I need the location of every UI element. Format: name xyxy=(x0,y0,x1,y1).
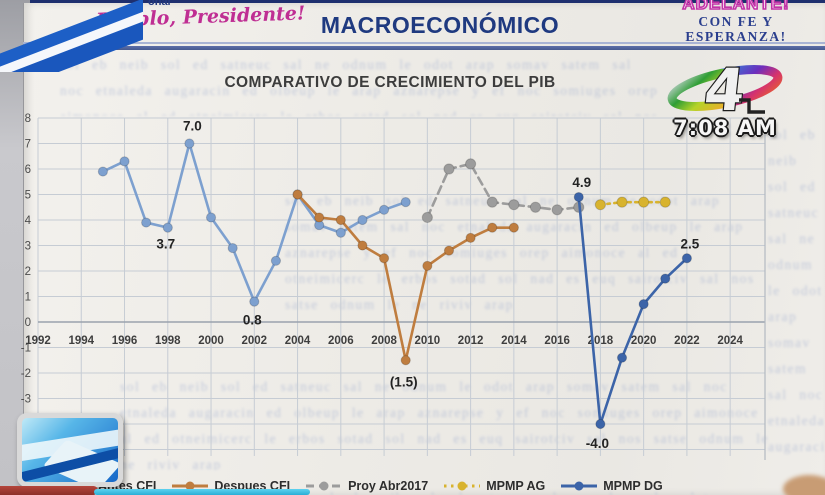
page-title: MACROECONÓMICO xyxy=(320,12,560,38)
clock-display: 7:08 AM xyxy=(673,116,777,140)
legend-item-mpmp-dg: MPMP DG xyxy=(560,479,663,493)
top-navy-strip xyxy=(30,0,825,3)
legend-marker-icon xyxy=(306,481,343,491)
chart-title: COMPARATIVO DE CRECIMIENTO DEL PIB xyxy=(224,74,556,91)
channel-4-logo: 4 xyxy=(655,50,795,125)
legend-label: MPMP DG xyxy=(603,479,663,493)
legend-label: Proy Abr2017 xyxy=(348,479,429,493)
lower-third-red-bar xyxy=(0,486,98,495)
legend-item-proy-abr2017: Proy Abr2017 xyxy=(305,479,428,493)
legend-marker-icon xyxy=(561,481,598,491)
legend-item-mpmp-ag: MPMP AG xyxy=(443,479,545,493)
logo-digit: 4 xyxy=(701,56,748,120)
foreground-person-edge xyxy=(783,475,825,495)
channel-4-logo-icon: 4 xyxy=(667,55,783,125)
lower-third-cyan-bar xyxy=(94,489,310,495)
legend-marker-icon xyxy=(172,481,209,491)
pip-thumbnail xyxy=(17,413,123,487)
legend-marker-icon xyxy=(444,481,481,491)
slogan-line2: CON FE Y xyxy=(698,14,774,29)
cropped-top-text: onal xyxy=(148,0,171,8)
legend-label: MPMP AG xyxy=(486,479,546,493)
nicaragua-flag-graphic xyxy=(0,0,143,72)
slogan-line3: ESPERANZA! xyxy=(685,29,787,44)
slogan-line1: ADELANTE! xyxy=(682,0,790,14)
campaign-slogan: ADELANTE! CON FE Y ESPERANZA! xyxy=(661,0,811,44)
header-underline-thin xyxy=(23,42,825,44)
header-underline-thick xyxy=(23,46,825,50)
